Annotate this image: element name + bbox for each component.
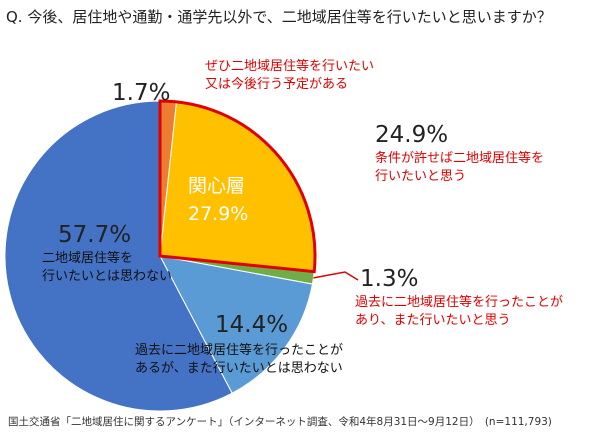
label-line: ぜひ二地域居住等を行いたい xyxy=(205,59,375,74)
data-label-pct: 1.7% xyxy=(112,80,171,106)
chart-title: Q. 今後、居住地や通勤・通学先以外で、二地域居住等を行いたいと思いますか？ xyxy=(6,8,552,26)
source-footer: 国土交通省「二地域居住に関するアンケート」（インターネット調査、令和4年8月31… xyxy=(8,416,552,428)
pie-slice xyxy=(159,255,314,394)
label-line: あるが、また行いたいとは思わない xyxy=(135,361,343,376)
data-label-pct: 1.3% xyxy=(360,266,419,292)
label-line: あり、また行いたいと思う xyxy=(355,313,511,328)
group-outline xyxy=(158,99,317,274)
group-name: 関心層 xyxy=(188,175,246,197)
leader-line xyxy=(313,271,359,281)
label-line: 過去に二地域居住等を行ったことが xyxy=(135,343,344,358)
label-line: 過去に二地域居住等を行ったことが xyxy=(355,295,564,310)
slice-label: 過去に二地域居住等を行ったことが あり、また行いたいと思う xyxy=(355,294,563,330)
data-label-pct: 57.7% xyxy=(58,222,132,248)
data-label-pct: 24.9% xyxy=(375,122,449,148)
slice-label: ぜひ二地域居住等を行いたい 又は今後行う予定がある xyxy=(205,58,374,94)
label-line: 行いたいと思う xyxy=(375,169,467,184)
data-label-pct: 14.4% xyxy=(215,312,289,338)
label-line: 行いたいとは思わない xyxy=(42,269,173,284)
slice-label: 二地域居住等を行いたいとは思わない xyxy=(42,250,172,286)
label-line: 又は今後行う予定がある xyxy=(205,77,349,92)
label-line: 条件が許せば二地域居住等を xyxy=(375,151,545,166)
group-pct: 27.9% xyxy=(188,203,249,225)
group-label: 関心層 27.9% xyxy=(188,172,248,228)
pie-slice xyxy=(4,100,233,412)
slice-label: 条件が許せば二地域居住等を 行いたいと思う xyxy=(375,150,544,186)
slice-label: 過去に二地域居住等を行ったことが あるが、また行いたいとは思わない xyxy=(135,342,343,378)
label-line: 二地域居住等を xyxy=(42,251,134,266)
